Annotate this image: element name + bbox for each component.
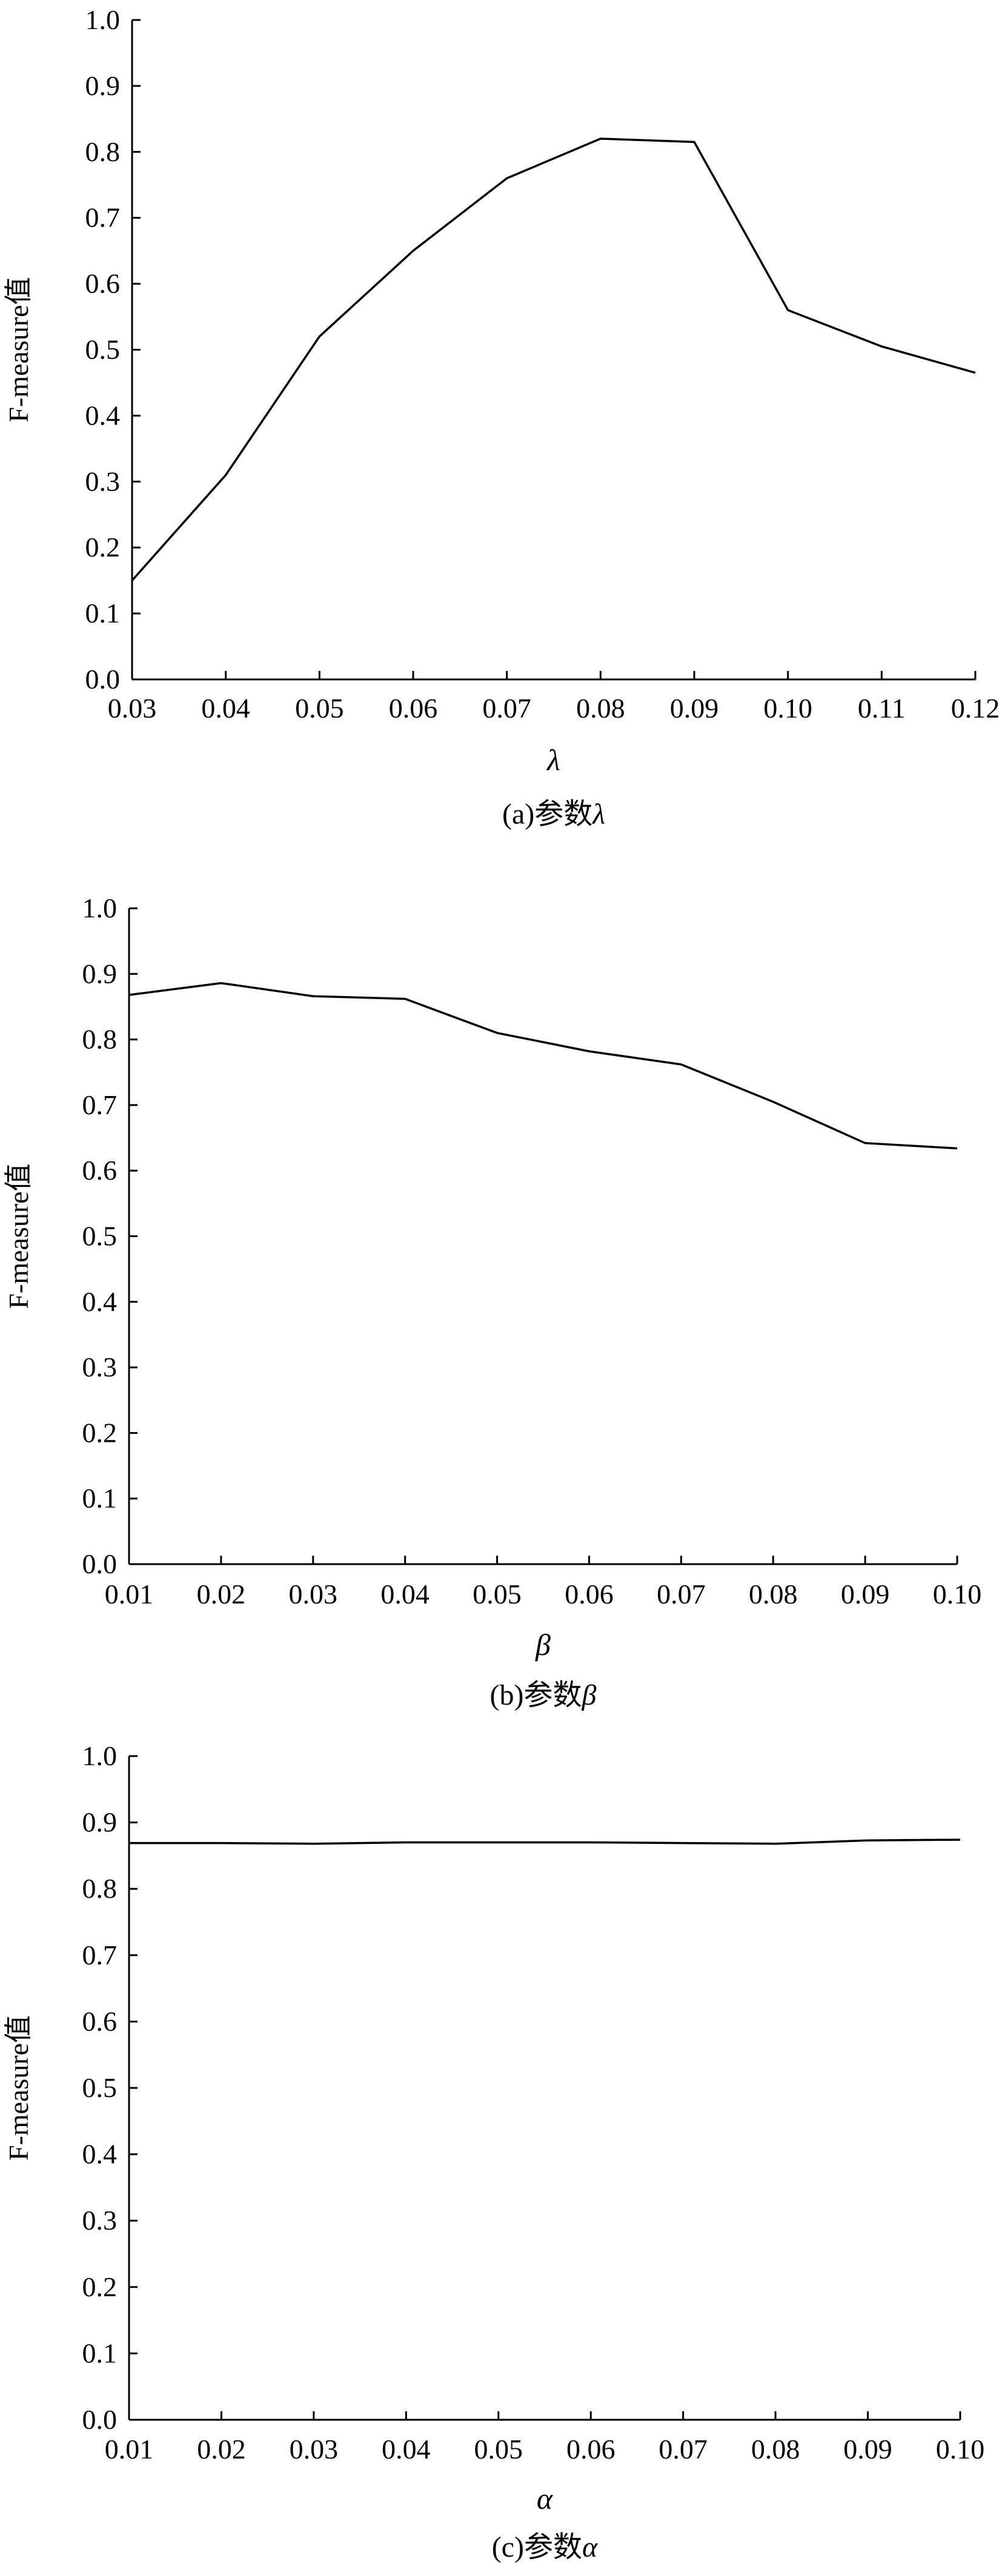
x-tick-label: 0.08 xyxy=(749,1579,798,1610)
x-axis-label: λ xyxy=(546,743,560,777)
y-tick-label: 0.3 xyxy=(85,466,121,497)
chart-caption: (b)参数β xyxy=(490,1679,597,1711)
x-tick-label: 0.09 xyxy=(670,693,719,724)
x-tick-label: 0.03 xyxy=(108,693,157,724)
chart-panel-a: 0.0 0.1 0.2 0.3 0.4 0.5 0.6 0.7 0.8 0.9 1.0 0.03 0.0… xyxy=(3,4,1000,830)
chart-caption: (a)参数λ xyxy=(502,798,605,830)
x-tick-label: 0.03 xyxy=(290,2434,339,2465)
x-tick-label: 0.01 xyxy=(105,2434,154,2465)
x-tick-label: 0.03 xyxy=(289,1579,338,1610)
x-axis-label: α xyxy=(537,2482,554,2515)
y-tick-label: 1.0 xyxy=(85,4,121,35)
x-tick-label: 0.06 xyxy=(389,693,438,724)
y-tick-label: 1.0 xyxy=(82,1740,118,1771)
x-tick-label: 0.07 xyxy=(657,1579,706,1610)
y-axis-title: F-measure值 xyxy=(3,277,34,422)
x-tick-label: 0.04 xyxy=(380,1579,430,1610)
y-tick-label: 0.7 xyxy=(82,1940,118,1970)
y-tick-label: 0.0 xyxy=(85,664,121,695)
y-tick-label: 0.1 xyxy=(82,1483,118,1514)
y-axis-title: F-measure值 xyxy=(3,1163,34,1309)
x-tick-label: 0.07 xyxy=(659,2434,708,2465)
x-axis-label: β xyxy=(535,1628,551,1662)
x-tick-label: 0.09 xyxy=(841,1579,890,1610)
y-tick-label: 0.7 xyxy=(82,1089,118,1120)
x-tick-label: 0.10 xyxy=(933,1579,982,1610)
y-tick-label: 0.2 xyxy=(82,2271,118,2302)
y-tick-label: 0.8 xyxy=(85,136,121,167)
y-tick-label: 0.4 xyxy=(82,2139,118,2170)
y-tick-label: 0.5 xyxy=(82,2072,118,2103)
x-tick-label: 0.02 xyxy=(197,2434,246,2465)
y-tick-label: 0.9 xyxy=(85,70,121,101)
x-tick-label: 0.05 xyxy=(473,1579,522,1610)
y-tick-label: 0.6 xyxy=(82,2006,118,2036)
y-tick-label: 1.0 xyxy=(82,893,118,923)
y-tick-label: 0.4 xyxy=(82,1286,118,1317)
y-axis-title: F-measure值 xyxy=(3,2015,34,2161)
y-tick-label: 0.1 xyxy=(85,598,121,629)
y-tick-label: 0.6 xyxy=(82,1155,118,1186)
chart-panel-c: 0.0 0.1 0.2 0.3 0.4 0.5 0.6 0.7 0.8 0.9 1.0 0.01 0.0… xyxy=(3,1740,984,2563)
x-tick-label: 0.02 xyxy=(197,1579,246,1610)
x-tick-label: 0.04 xyxy=(382,2434,431,2465)
x-tick-label: 0.06 xyxy=(565,1579,614,1610)
x-tick-label: 0.12 xyxy=(951,693,1000,724)
y-tick-label: 0.8 xyxy=(82,1024,118,1055)
chart-caption: (c)参数α xyxy=(492,2531,598,2563)
y-tick-label: 0.2 xyxy=(85,532,121,563)
x-tick-label: 0.05 xyxy=(295,693,344,724)
x-tick-label: 0.06 xyxy=(566,2434,615,2465)
y-tick-label: 0.5 xyxy=(82,1221,118,1252)
x-tick-label: 0.10 xyxy=(763,693,812,724)
y-tick-label: 0.4 xyxy=(85,400,121,431)
series-line xyxy=(131,137,976,581)
y-tick-label: 0.9 xyxy=(82,958,118,989)
series-line xyxy=(129,1838,961,1845)
y-tick-label: 0.3 xyxy=(82,2205,118,2236)
chart-panel-b: 0.0 0.1 0.2 0.3 0.4 0.5 0.6 0.7 0.8 0.9 1.0 0.01 0.0… xyxy=(3,893,981,1711)
y-tick-label: 0.7 xyxy=(85,202,121,233)
y-tick-label: 0.0 xyxy=(82,1548,118,1579)
x-tick-label: 0.08 xyxy=(751,2434,800,2465)
y-tick-label: 0.1 xyxy=(82,2337,118,2368)
series-line xyxy=(128,982,958,1150)
x-tick-label: 0.08 xyxy=(576,693,625,724)
x-tick-label: 0.10 xyxy=(936,2434,985,2465)
y-tick-label: 0.6 xyxy=(85,268,121,299)
y-tick-label: 0.8 xyxy=(82,1873,118,1904)
y-tick-label: 0.0 xyxy=(82,2404,118,2435)
y-tick-label: 0.3 xyxy=(82,1352,118,1382)
x-tick-label: 0.09 xyxy=(843,2434,892,2465)
y-tick-label: 0.2 xyxy=(82,1417,118,1448)
x-tick-label: 0.04 xyxy=(201,693,250,724)
y-tick-label: 0.5 xyxy=(85,334,121,365)
x-tick-label: 0.01 xyxy=(105,1579,154,1610)
x-tick-label: 0.07 xyxy=(482,693,531,724)
x-tick-label: 0.11 xyxy=(858,693,906,724)
y-tick-label: 0.9 xyxy=(82,1807,118,1838)
x-tick-label: 0.05 xyxy=(474,2434,523,2465)
